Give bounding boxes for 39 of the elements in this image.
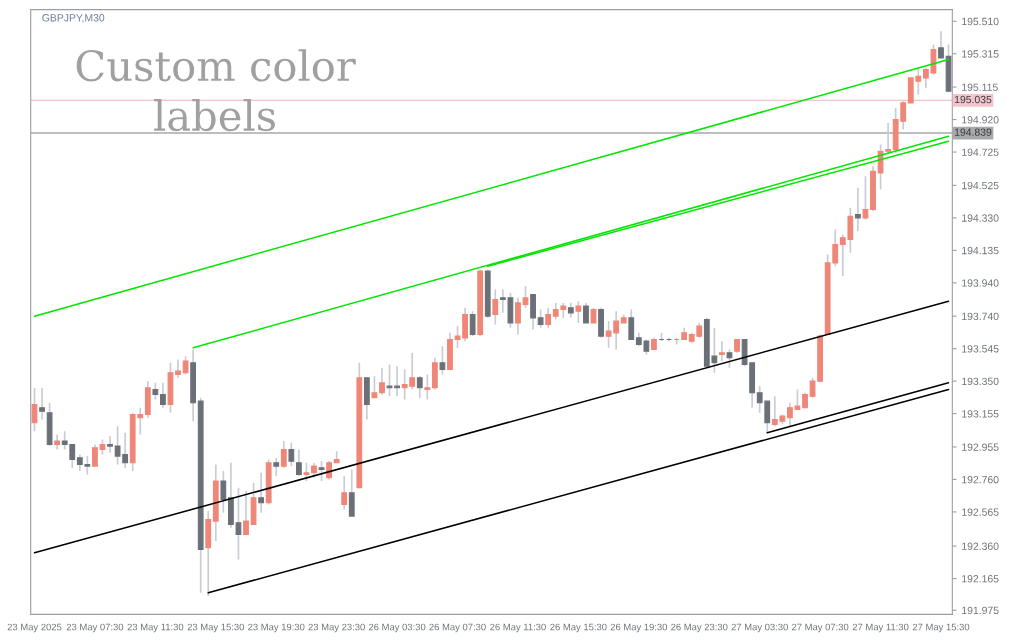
- x-tick-label: 26 May 07:30: [429, 623, 486, 633]
- x-tick-label: 27 May 11:30: [852, 623, 909, 633]
- y-tick-label: 193.350: [962, 377, 999, 386]
- x-tick-label: 23 May 2025: [7, 623, 62, 633]
- chart-title: GBPJPY,M30: [42, 14, 105, 23]
- x-tick-label: 23 May 15:30: [187, 623, 245, 633]
- x-tick-label: 23 May 07:30: [66, 623, 124, 633]
- x-tick-label: 26 May 03:30: [368, 623, 426, 633]
- y-tick-label: 194.725: [962, 148, 999, 156]
- x-tick-label: 27 May 07:30: [791, 623, 849, 633]
- x-tick-label: 26 May 19:30: [610, 623, 668, 633]
- y-tick-label: 192.165: [962, 575, 999, 583]
- y-tick-label: 194.330: [962, 214, 999, 222]
- y-tick-label: 195.510: [962, 17, 999, 26]
- ref-line-label: 194.839: [954, 128, 992, 136]
- x-tick-label: 26 May 23:30: [671, 623, 728, 633]
- y-tick-label: 193.155: [962, 410, 999, 418]
- y-tick-label: 192.760: [962, 475, 999, 484]
- x-tick-label: 26 May 15:30: [550, 623, 607, 633]
- x-tick-label: 23 May 23:30: [308, 623, 365, 633]
- y-tick-label: 193.940: [962, 279, 999, 287]
- ref-line-label: 195.035: [954, 95, 992, 104]
- x-tick-label: 23 May 11:30: [127, 623, 184, 633]
- y-tick-label: 195.315: [962, 50, 999, 58]
- y-tick-label: 194.920: [962, 116, 999, 124]
- y-tick-label: 191.975: [962, 606, 999, 615]
- x-tick-label: 26 May 11:30: [490, 623, 546, 633]
- y-tick-label: 194.525: [962, 181, 999, 190]
- x-tick-label: 27 May 15:30: [912, 623, 970, 633]
- annotation: Custom color labels: [76, 49, 356, 132]
- y-tick-label: 194.135: [962, 246, 999, 255]
- y-tick-label: 192.565: [962, 508, 999, 516]
- y-tick-label: 193.740: [962, 312, 999, 321]
- x-tick-label: 23 May 19:30: [248, 623, 305, 633]
- x-tick-label: 27 May 03:30: [731, 623, 788, 633]
- y-tick-label: 195.115: [962, 83, 998, 91]
- y-tick-label: 192.955: [962, 443, 999, 451]
- y-tick-label: 193.545: [962, 345, 999, 353]
- y-tick-label: 192.360: [962, 542, 999, 550]
